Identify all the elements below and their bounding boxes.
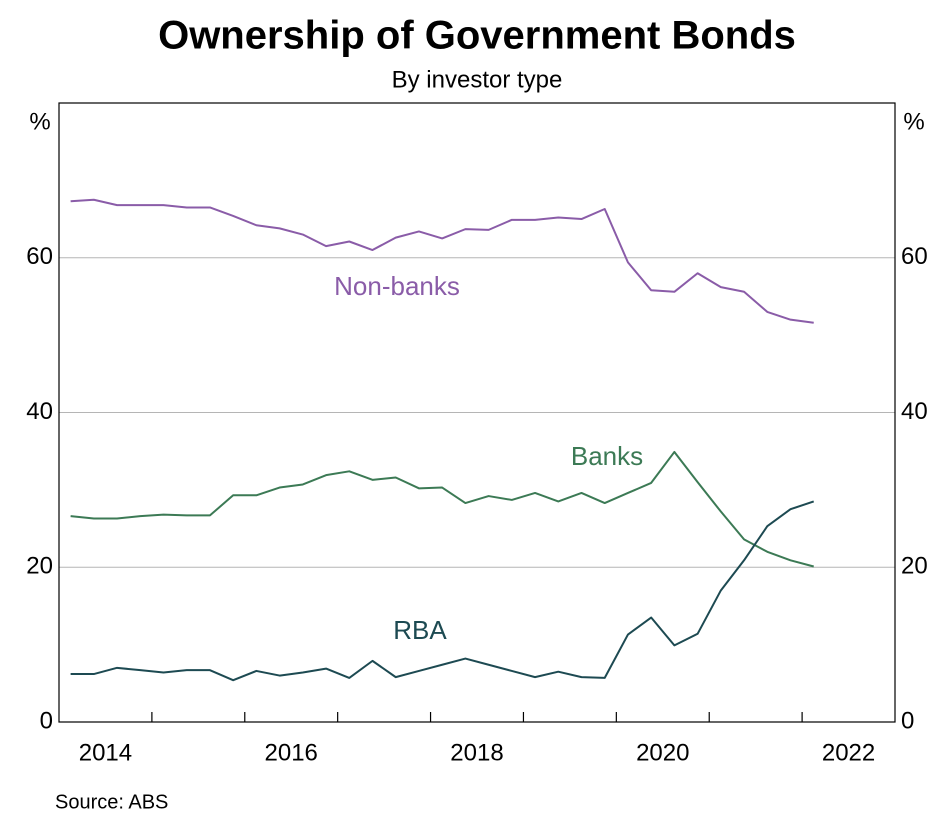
x-tick-label: 2020 <box>636 739 689 766</box>
chart-title: Ownership of Government Bonds <box>158 14 796 58</box>
x-tick-label: 2016 <box>265 739 318 766</box>
y-tick-label-left: 20 <box>26 553 53 580</box>
series-label: Non-banks <box>334 271 460 301</box>
y-tick-label-right: 20 <box>901 553 928 580</box>
x-tick-label: 2014 <box>79 739 132 766</box>
series-label: RBA <box>393 615 447 645</box>
y-tick-label-left: 40 <box>26 398 53 425</box>
series-label: Banks <box>571 441 643 471</box>
y-tick-label-right: 40 <box>901 398 928 425</box>
y-tick-label-left: 60 <box>26 243 53 270</box>
x-tick-label: 2022 <box>822 739 875 766</box>
x-tick-label: 2018 <box>450 739 503 766</box>
series-line <box>70 450 814 568</box>
y-tick-label-right: 60 <box>901 243 928 270</box>
y-unit-right: % <box>903 108 924 135</box>
chart-subtitle: By investor type <box>392 66 563 93</box>
y-tick-label-left: 0 <box>40 707 53 734</box>
plot-frame <box>58 102 896 723</box>
series-line <box>70 500 815 682</box>
y-tick-label-right: 0 <box>901 707 914 734</box>
series-line <box>70 198 814 324</box>
source-note: Source: ABS <box>55 791 168 813</box>
y-unit-left: % <box>29 108 50 135</box>
